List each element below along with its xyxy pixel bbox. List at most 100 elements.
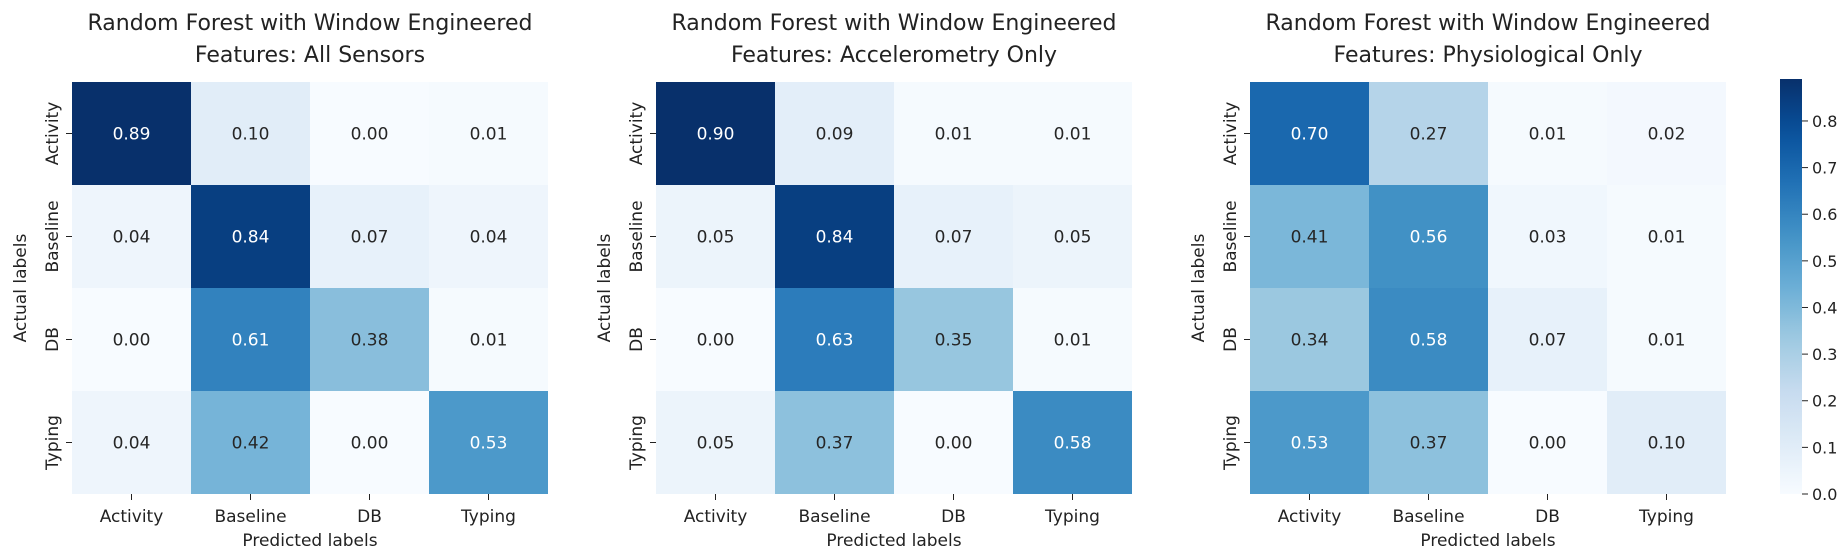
- heatmap-cell: [656, 82, 775, 185]
- heatmap-cell: [191, 82, 310, 185]
- cell-value-label: 0.61: [232, 331, 270, 351]
- cell-value-label: 0.05: [1054, 228, 1092, 248]
- cell-value-label: 0.01: [470, 125, 508, 145]
- panel-title-line: Random Forest with Window Engineered: [88, 11, 533, 36]
- cell-value-label: 0.05: [697, 228, 735, 248]
- heatmap-cell: [310, 391, 429, 494]
- colorbar-tick-label: 0.1: [1812, 438, 1837, 457]
- y-tick-label: Activity: [43, 102, 63, 166]
- cell-value-label: 0.53: [470, 434, 508, 454]
- heatmap-cell: [1013, 391, 1132, 494]
- confusion-matrix-panel-1: Random Forest with Window Engineered Feat…: [11, 11, 548, 551]
- heatmap-cell: [1488, 391, 1607, 494]
- cell-value-label: 0.00: [351, 434, 389, 454]
- cell-value-label: 0.58: [1410, 331, 1448, 351]
- y-tick-label: DB: [43, 327, 63, 352]
- cell-value-label: 0.00: [351, 125, 389, 145]
- heatmap-cell: [1607, 82, 1726, 185]
- x-axis-label: Predicted labels: [1420, 531, 1555, 551]
- cell-value-label: 0.00: [935, 434, 973, 454]
- heatmap-cell: [1250, 288, 1369, 391]
- heatmap-cell: [310, 82, 429, 185]
- cell-value-label: 0.42: [232, 434, 270, 454]
- cell-value-label: 0.10: [1648, 434, 1686, 454]
- y-tick-label: DB: [1221, 327, 1241, 352]
- y-tick-label: Baseline: [1221, 200, 1241, 272]
- heatmap-cell: [1607, 391, 1726, 494]
- colorbar-tick-label: 0.5: [1812, 252, 1837, 271]
- cell-value-label: 0.02: [1648, 125, 1686, 145]
- cell-value-label: 0.01: [470, 331, 508, 351]
- x-axis-label: Predicted labels: [242, 531, 377, 551]
- colorbar-tick-label: 0.3: [1812, 345, 1837, 364]
- panel-title-line: Features: Physiological Only: [1334, 43, 1643, 68]
- cell-value-label: 0.04: [113, 228, 151, 248]
- heatmap-cell: [1369, 288, 1488, 391]
- colorbar-tick-label: 0.4: [1812, 298, 1837, 317]
- heatmap-cell: [1250, 391, 1369, 494]
- cell-value-label: 0.84: [816, 228, 854, 248]
- heatmap-cell: [894, 82, 1013, 185]
- colorbar-tick-label: 0.8: [1812, 112, 1837, 131]
- heatmap-cell: [72, 82, 191, 185]
- y-tick-label: Baseline: [627, 200, 647, 272]
- cell-value-label: 0.70: [1291, 125, 1329, 145]
- colorbar-tick-label: 0.2: [1812, 392, 1837, 411]
- y-tick-label: Activity: [627, 102, 647, 166]
- y-tick-label: Typing: [43, 415, 63, 471]
- heatmap-cell: [775, 288, 894, 391]
- heatmap-cell: [72, 185, 191, 288]
- cell-value-label: 0.07: [1529, 331, 1567, 351]
- heatmap-cell: [656, 391, 775, 494]
- cell-value-label: 0.37: [1410, 434, 1448, 454]
- panel-title-line: Features: All Sensors: [195, 43, 425, 68]
- heatmap-cell: [1488, 288, 1607, 391]
- heatmap-cell: [894, 288, 1013, 391]
- heatmap-cell: [310, 185, 429, 288]
- confusion-matrix-panel-3: Random Forest with Window Engineered Feat…: [1189, 11, 1726, 551]
- heatmap-cell: [775, 82, 894, 185]
- cell-value-label: 0.37: [816, 434, 854, 454]
- heatmap-cell: [1250, 82, 1369, 185]
- cell-value-label: 0.05: [697, 434, 735, 454]
- heatmap-cell: [1013, 82, 1132, 185]
- y-axis-label: Actual labels: [1189, 234, 1209, 343]
- colorbar-tick-label: 0.0: [1812, 485, 1837, 504]
- cell-value-label: 0.63: [816, 331, 854, 351]
- cell-value-label: 0.01: [935, 125, 973, 145]
- heatmap-cell: [429, 82, 548, 185]
- cell-value-label: 0.00: [697, 331, 735, 351]
- y-tick-label: Baseline: [43, 200, 63, 272]
- heatmap-cell: [1607, 185, 1726, 288]
- heatmap-cell: [1488, 82, 1607, 185]
- x-tick-label: Activity: [1278, 507, 1342, 527]
- cell-value-label: 0.27: [1410, 125, 1448, 145]
- cell-value-label: 0.89: [113, 125, 151, 145]
- cell-value-label: 0.01: [1648, 228, 1686, 248]
- heatmap-cell: [1369, 185, 1488, 288]
- y-tick-label: Activity: [1221, 102, 1241, 166]
- cell-value-label: 0.04: [113, 434, 151, 454]
- cell-value-label: 0.56: [1410, 228, 1448, 248]
- y-axis-label: Actual labels: [11, 234, 31, 343]
- y-tick-label: Typing: [627, 415, 647, 471]
- heatmap-cell: [1013, 288, 1132, 391]
- x-tick-label: Typing: [1638, 507, 1694, 527]
- x-tick-label: DB: [357, 507, 382, 527]
- cell-value-label: 0.01: [1054, 125, 1092, 145]
- cell-value-label: 0.10: [232, 125, 270, 145]
- colorbar: 0.0 0.1 0.2 0.3 0.4 0.5 0.6 0.7 0.8: [1780, 79, 1837, 504]
- cell-value-label: 0.07: [935, 228, 973, 248]
- heatmap-cell: [1488, 185, 1607, 288]
- x-tick-label: Baseline: [798, 507, 870, 527]
- heatmap-cell: [429, 288, 548, 391]
- heatmap-cell: [191, 391, 310, 494]
- x-tick-label: DB: [1535, 507, 1560, 527]
- cell-value-label: 0.09: [816, 125, 854, 145]
- cell-value-label: 0.90: [697, 125, 735, 145]
- x-tick-label: Typing: [1044, 507, 1100, 527]
- cell-value-label: 0.58: [1054, 434, 1092, 454]
- cell-value-label: 0.03: [1529, 228, 1567, 248]
- x-tick-label: Baseline: [1392, 507, 1464, 527]
